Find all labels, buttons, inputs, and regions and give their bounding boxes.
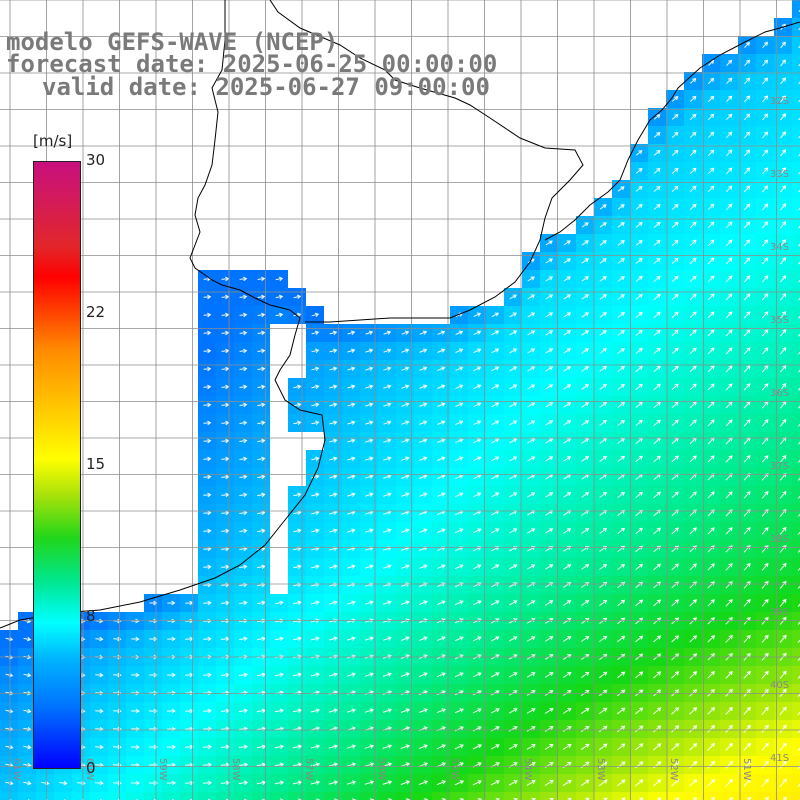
coastline-brazil [544, 21, 800, 241]
lon-label: 60W [84, 758, 95, 781]
colorbar-tick: 22 [86, 303, 106, 321]
lon-label: 57W [303, 758, 314, 781]
lat-label: 41S [770, 753, 789, 764]
lon-label: 53W [595, 758, 606, 781]
coastline-east [269, 0, 584, 323]
lat-label: 33S [770, 169, 789, 180]
lon-label: 54W [522, 758, 533, 781]
title-forecast-date: forecast date: 2025-06-25 00:00:00 [6, 50, 498, 78]
coastline [0, 0, 326, 629]
lon-label: 56W [376, 758, 387, 781]
colorbar-tick: 0 [86, 759, 96, 777]
title-model: modelo GEFS-WAVE (NCEP) [6, 28, 339, 56]
lat-label: 32S [770, 96, 789, 107]
lon-label: 58W [230, 758, 241, 781]
lon-label: 55W [449, 758, 460, 781]
lat-label: 37S [770, 461, 789, 472]
colorbar-unit: [m/s] [33, 132, 73, 150]
lat-label: 34S [770, 242, 789, 253]
lon-label: 59W [157, 758, 168, 781]
lat-label: 40S [770, 680, 789, 691]
colorbar [33, 161, 81, 769]
lat-label: 36S [770, 388, 789, 399]
lon-label: 52W [668, 758, 679, 781]
colorbar-tick: 30 [86, 151, 106, 169]
lon-label: 51W [741, 758, 752, 781]
lat-label: 38S [770, 534, 789, 545]
lon-label: 61W [11, 758, 22, 781]
colorbar-tick: 15 [86, 455, 106, 473]
title-valid-date: valid date: 2025-06-27 09:00:00 [42, 73, 490, 101]
colorbar-tick: 8 [86, 607, 96, 625]
axis-labels: 32S 33S 34S 35S 36S 37S 38S 39S 40S 41S 61W 60W 59W 5… [11, 96, 789, 781]
lat-label: 39S [770, 607, 789, 618]
lat-label: 35S [770, 315, 789, 326]
